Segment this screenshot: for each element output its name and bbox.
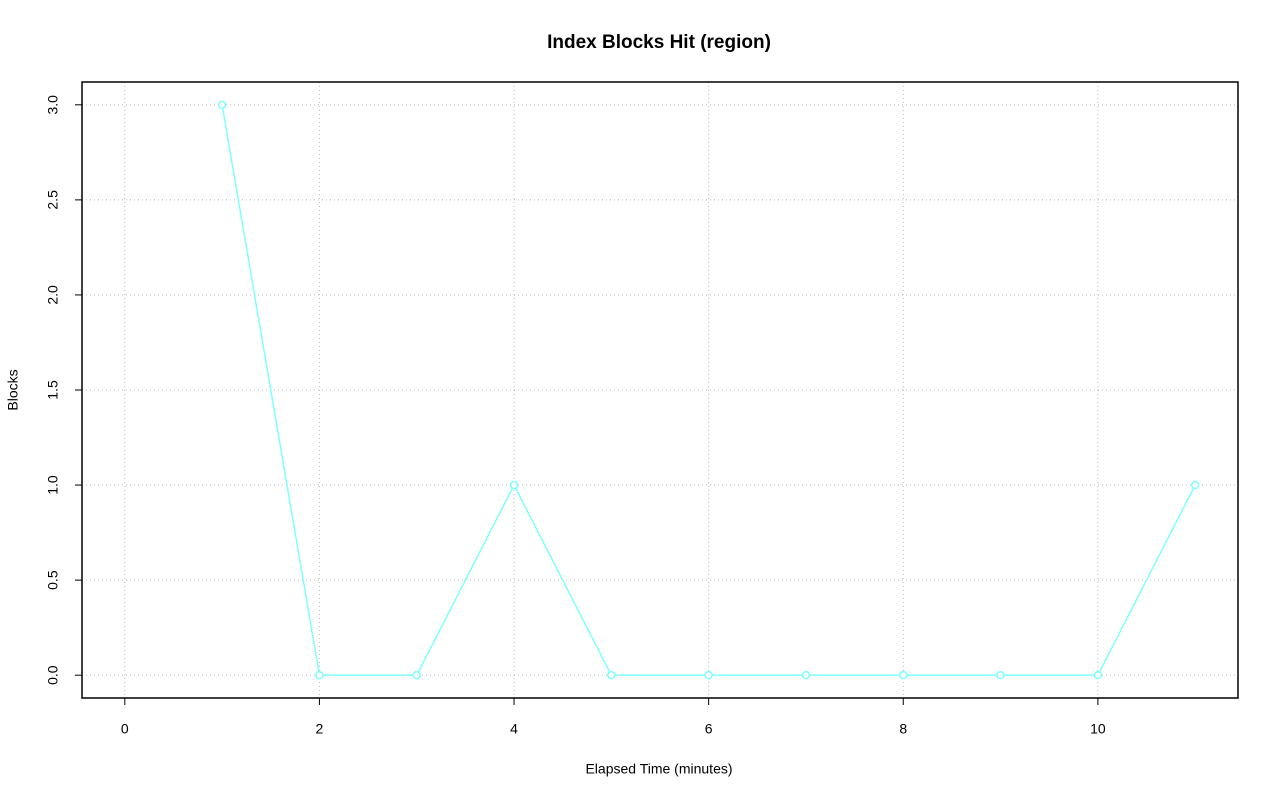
x-tick-label: 6 <box>705 721 713 737</box>
point <box>1190 480 1200 490</box>
x-tick-label: 8 <box>899 721 907 737</box>
point <box>315 670 324 680</box>
point <box>412 670 421 680</box>
point <box>607 670 616 680</box>
x-axis-label: Elapsed Time (minutes) <box>585 761 732 777</box>
y-tick-label: 3.0 <box>45 95 61 115</box>
point <box>704 670 713 680</box>
y-axis-label: Blocks <box>5 369 21 410</box>
point <box>217 100 227 110</box>
y-tick-label: 1.5 <box>45 380 61 400</box>
x-tick-label: 0 <box>121 721 129 737</box>
plot-frame <box>81 81 1239 699</box>
x-tick-label: 4 <box>510 721 518 737</box>
y-tick-label: 0.0 <box>45 665 61 685</box>
point <box>801 670 811 680</box>
x-tick-label: 10 <box>1090 721 1106 737</box>
point <box>899 670 908 680</box>
point <box>1093 670 1103 680</box>
y-tick-label: 2.5 <box>45 190 61 210</box>
y-tick-label: 2.0 <box>45 285 61 305</box>
y-tick-label: 1.0 <box>45 475 61 495</box>
y-tick-label: 0.5 <box>45 570 61 590</box>
x-tick-label: 2 <box>316 721 324 737</box>
chart-title: Index Blocks Hit (region) <box>547 32 771 53</box>
point <box>996 670 1005 680</box>
point <box>509 480 519 490</box>
